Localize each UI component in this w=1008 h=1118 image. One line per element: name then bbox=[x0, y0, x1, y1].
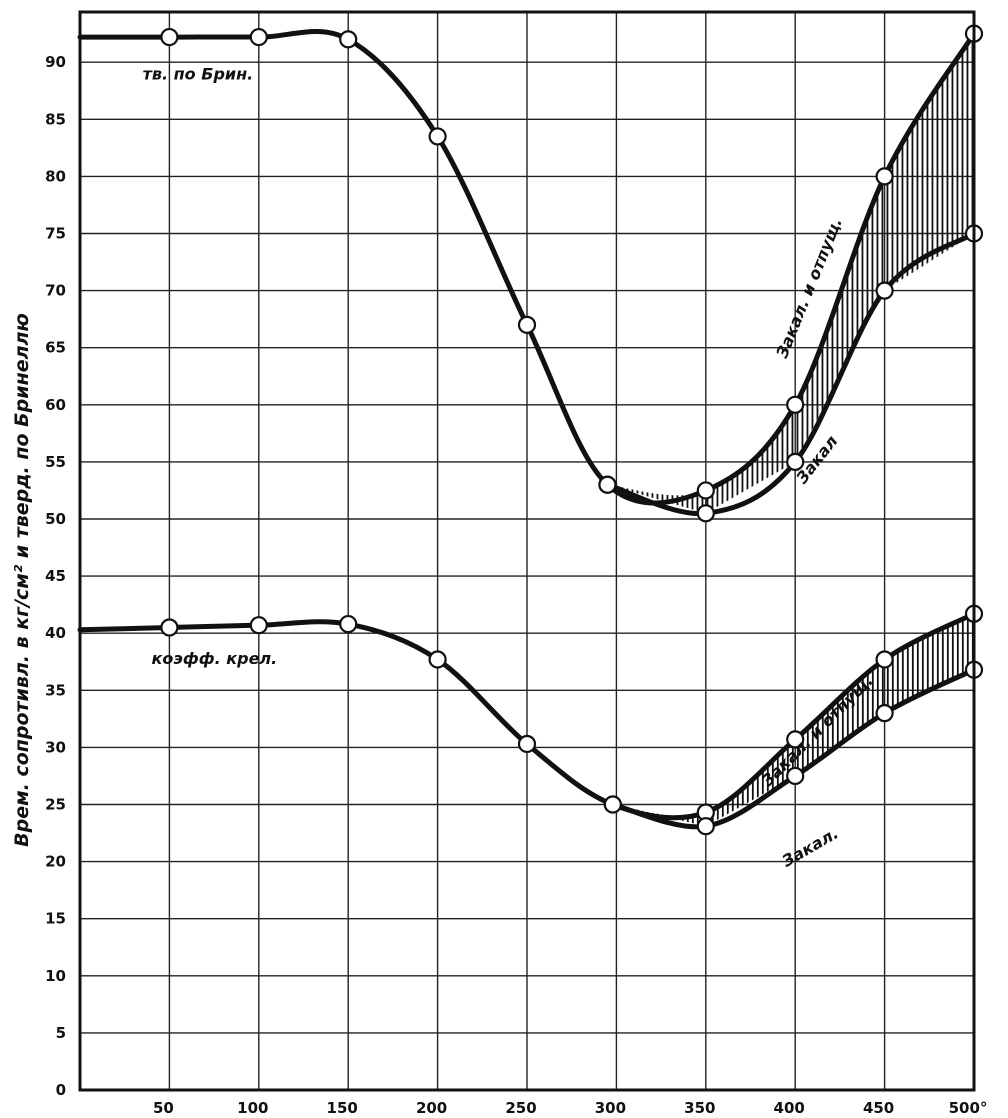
annotation-3: коэфф. крел. bbox=[152, 649, 278, 668]
data-markers bbox=[160, 24, 984, 836]
data-point bbox=[160, 618, 179, 637]
data-point bbox=[786, 452, 805, 471]
y-tick-label: 0 bbox=[56, 1081, 66, 1099]
data-point bbox=[875, 704, 894, 723]
y-tick-label: 90 bbox=[45, 53, 66, 71]
data-point bbox=[249, 616, 268, 635]
x-tick-label: 500° bbox=[949, 1099, 988, 1117]
data-point bbox=[786, 730, 805, 749]
y-tick-label: 10 bbox=[45, 967, 66, 985]
data-point bbox=[696, 504, 715, 523]
x-tick-label: 300 bbox=[595, 1099, 626, 1117]
data-point bbox=[696, 481, 715, 500]
y-tick-label: 25 bbox=[45, 796, 66, 814]
x-tick-label: 450 bbox=[863, 1099, 894, 1117]
data-point bbox=[249, 27, 268, 47]
data-point bbox=[786, 766, 805, 786]
annotation-1: Закал. и отпущ. bbox=[772, 215, 846, 362]
y-tick-label: 70 bbox=[45, 282, 66, 300]
y-tick-label: 40 bbox=[45, 624, 66, 642]
y-tick-label: 85 bbox=[45, 110, 66, 128]
grid bbox=[80, 12, 975, 1091]
data-point bbox=[517, 734, 537, 754]
data-point bbox=[339, 614, 358, 634]
data-point bbox=[875, 281, 894, 300]
y-tick-label: 20 bbox=[45, 853, 66, 871]
y-tick-label: 65 bbox=[45, 339, 66, 357]
data-point bbox=[339, 30, 358, 49]
hatch-band-hardness bbox=[607, 33, 974, 514]
x-tick-label: 400 bbox=[774, 1099, 805, 1117]
y-tick-label: 50 bbox=[45, 510, 66, 528]
hatch-band-strength bbox=[612, 613, 974, 827]
data-point bbox=[786, 395, 805, 414]
data-point bbox=[428, 650, 447, 669]
y-tick-label: 75 bbox=[45, 225, 66, 243]
y-tick-label: 80 bbox=[45, 167, 66, 185]
series-line-1 bbox=[605, 231, 977, 517]
y-tick-label: 15 bbox=[45, 910, 66, 928]
data-point bbox=[696, 817, 715, 836]
y-tick-label: 30 bbox=[45, 738, 66, 756]
data-point bbox=[875, 650, 894, 669]
x-tick-label: 100 bbox=[237, 1099, 268, 1117]
annotation-5: Закал. bbox=[778, 824, 842, 872]
data-point bbox=[160, 27, 179, 47]
data-point bbox=[598, 475, 617, 494]
x-tick-label: 250 bbox=[505, 1099, 536, 1117]
x-tick-label: 150 bbox=[327, 1099, 358, 1117]
plot-frame bbox=[78, 10, 976, 1092]
y-tick-label: 55 bbox=[45, 453, 66, 471]
annotation-0: тв. по Брин. bbox=[143, 64, 254, 83]
y-axis-label: Врем. сопротивл. в кг/см² и тверд. по Бр… bbox=[11, 313, 33, 847]
x-tick-label: 350 bbox=[684, 1099, 715, 1117]
data-point bbox=[603, 795, 622, 814]
x-tick-label: 50 bbox=[153, 1099, 174, 1117]
data-point bbox=[428, 127, 447, 146]
tick-labels: 0 5 10 15 20 25 30 35 40 45 50 55 60 65 70 75 80 85 90 50 10… bbox=[45, 53, 987, 1117]
y-tick-label: 35 bbox=[45, 681, 66, 699]
hatched-bands bbox=[607, 33, 974, 827]
y-tick-label: 60 bbox=[45, 396, 66, 414]
y-tick-label: 45 bbox=[45, 567, 66, 585]
data-point bbox=[875, 167, 894, 186]
data-point bbox=[517, 315, 537, 334]
x-tick-label: 200 bbox=[416, 1099, 447, 1117]
y-tick-label: 5 bbox=[56, 1024, 66, 1042]
